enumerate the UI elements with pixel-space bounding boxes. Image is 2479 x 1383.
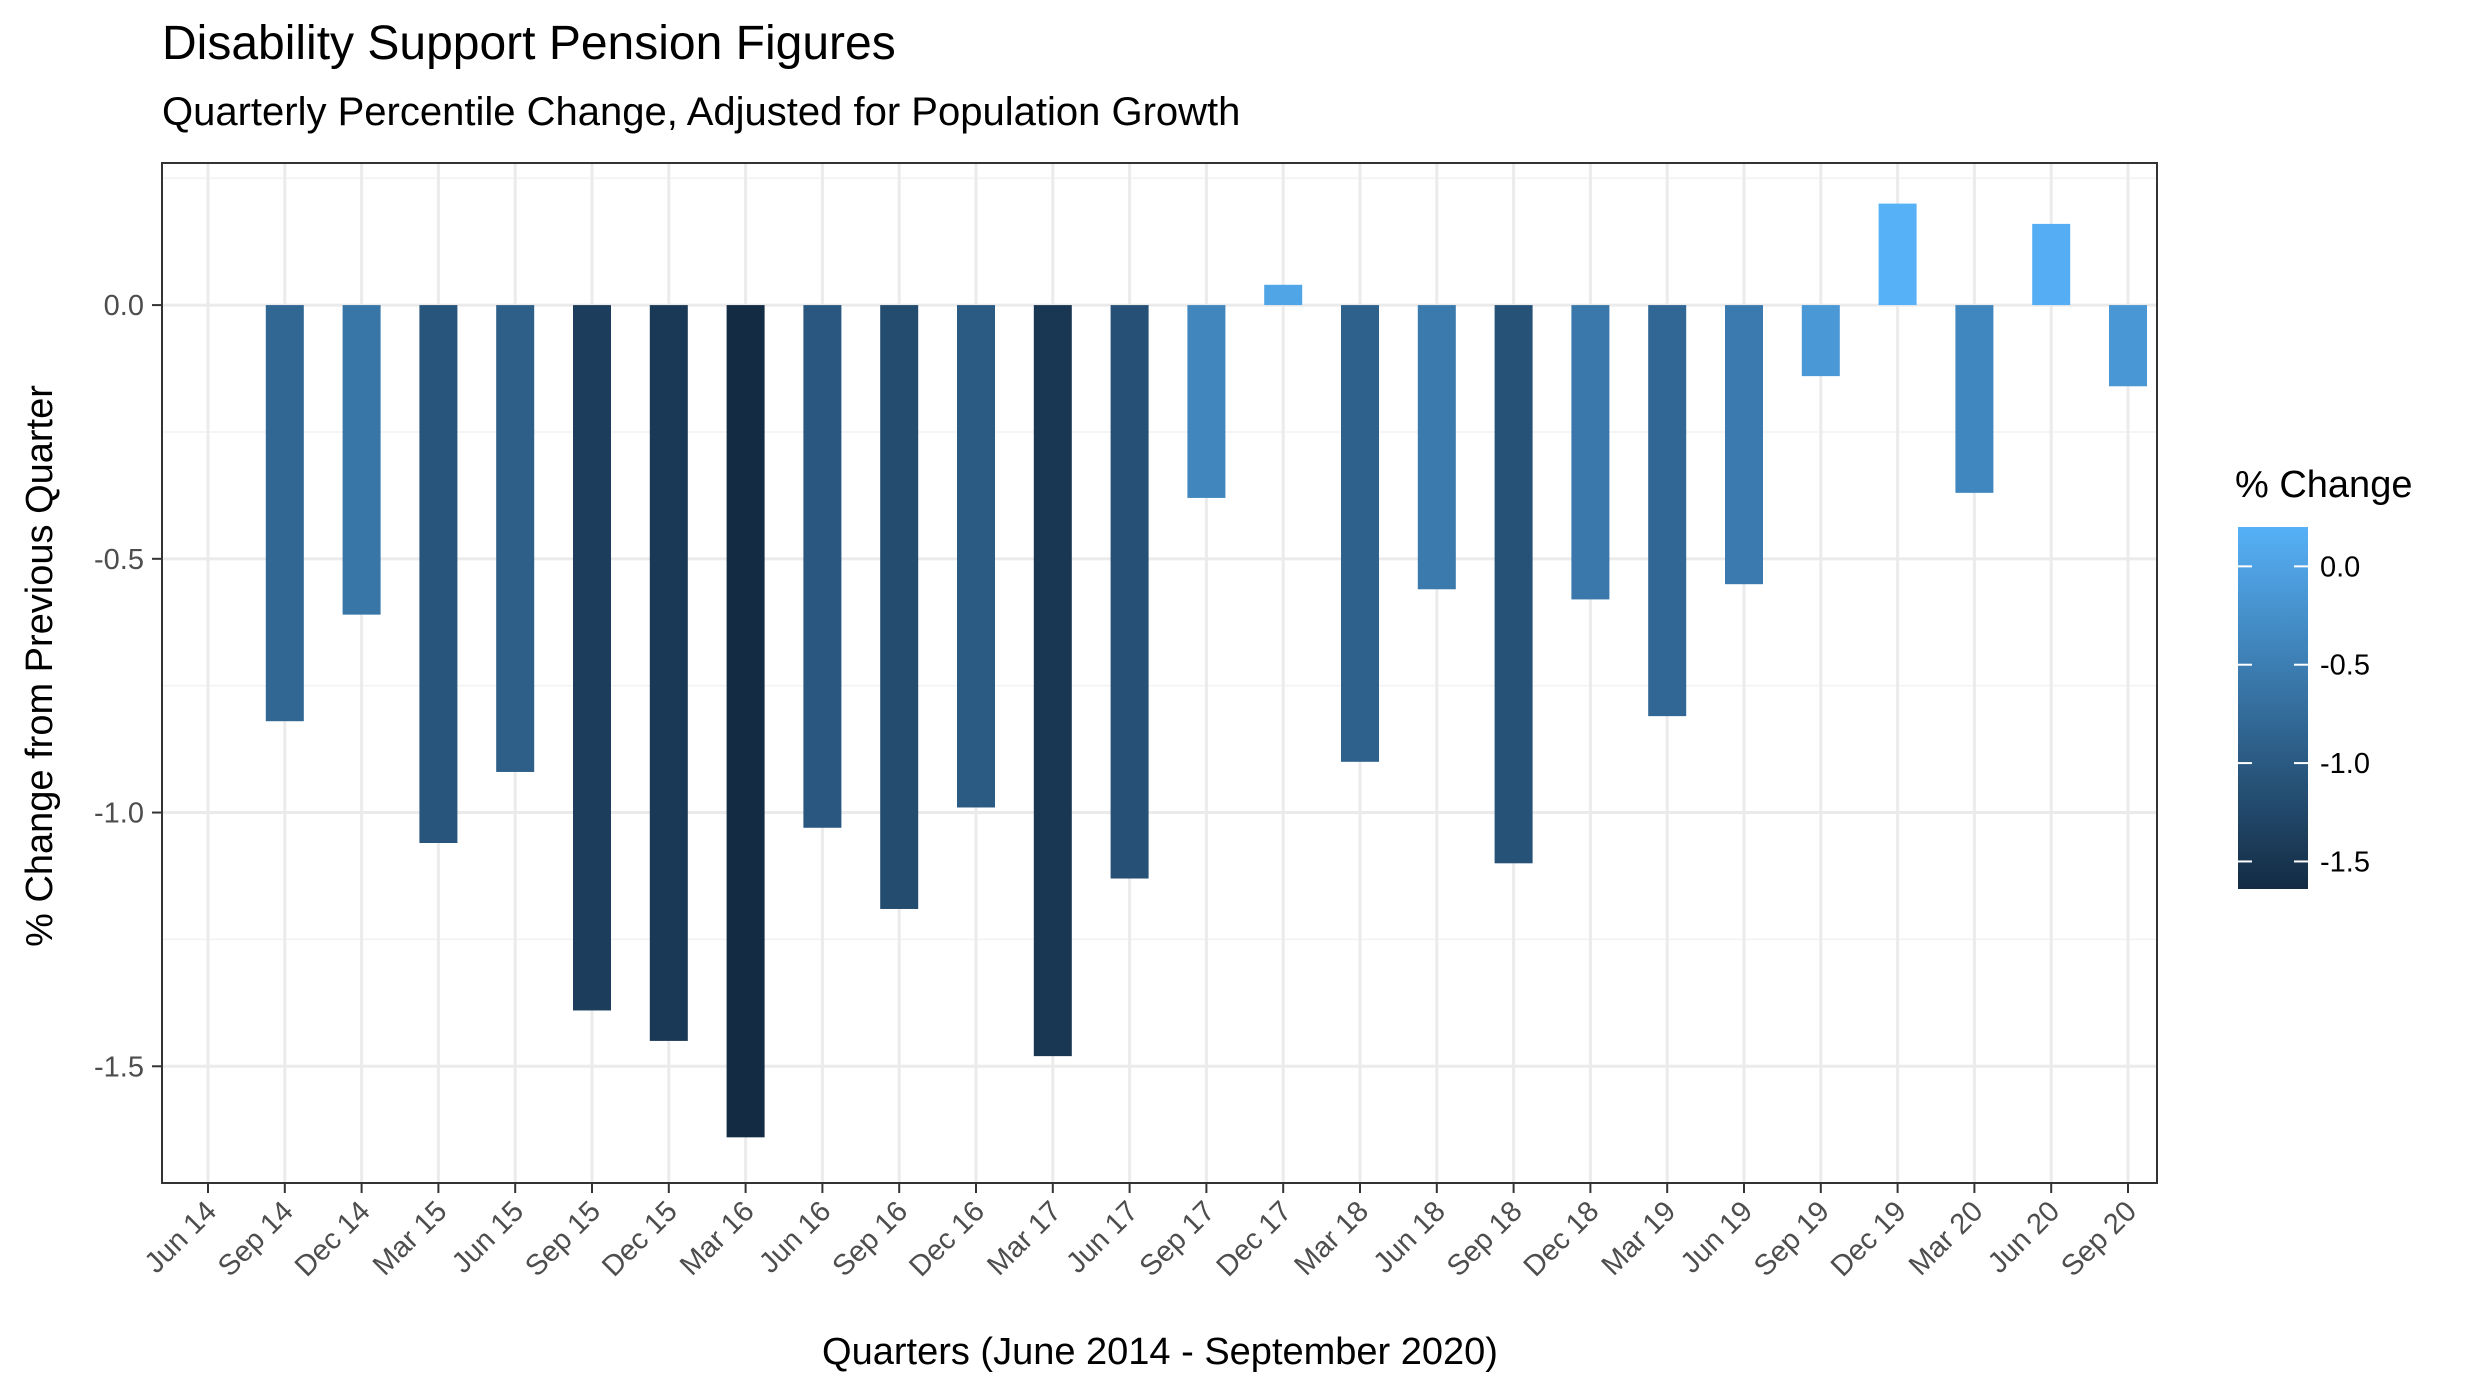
x-tick-label: Sep 16 [827, 1195, 915, 1283]
bar [1033, 305, 1072, 1057]
bar [1801, 305, 1840, 377]
bar [342, 305, 381, 615]
x-axis-title: Quarters (June 2014 - September 2020) [822, 1331, 1498, 1373]
legend-tick-label: 0.0 [2320, 551, 2360, 583]
bar [1264, 284, 1303, 306]
x-tick-label: Jun 14 [139, 1195, 223, 1279]
bar [1878, 203, 1917, 306]
bar [803, 305, 842, 828]
x-tick-label: Dec 15 [596, 1195, 684, 1283]
x-tick-label: Mar 17 [981, 1195, 1067, 1281]
x-tick-label: Sep 19 [1748, 1195, 1836, 1283]
x-tick-label: Sep 14 [212, 1195, 300, 1283]
bars [265, 203, 2147, 1138]
x-tick-label: Jun 18 [1368, 1195, 1452, 1279]
x-tick-label: Jun 15 [446, 1195, 530, 1279]
legend: % Change 0.0 -0.5 -1.0 -1.5 [2235, 464, 2412, 889]
legend-colorbar [2238, 527, 2308, 889]
x-tick-label: Dec 17 [1211, 1195, 1299, 1283]
bar [419, 305, 458, 843]
x-tick-label: Sep 17 [1134, 1195, 1222, 1283]
legend-ticks: 0.0 -0.5 -1.0 -1.5 [2238, 551, 2370, 878]
grid-lines [162, 163, 2157, 1183]
chart-title: Disability Support Pension Figures [162, 17, 896, 70]
bar [1955, 305, 1994, 493]
x-tick-label: Sep 15 [519, 1195, 607, 1283]
chart-subtitle: Quarterly Percentile Change, Adjusted fo… [162, 90, 1241, 134]
bar [2032, 223, 2071, 306]
x-tick-label: Mar 16 [674, 1195, 760, 1281]
y-tick-label: -1.5 [94, 1051, 144, 1083]
bar [1110, 305, 1149, 879]
legend-tick-label: -1.5 [2320, 846, 2370, 878]
y-tick-label: 0.0 [104, 290, 144, 322]
y-tick-label: -0.5 [94, 544, 144, 576]
bar [726, 305, 765, 1138]
plot-panel-border [161, 162, 2158, 1184]
bar [2109, 305, 2147, 387]
x-tick-label: Jun 16 [753, 1195, 837, 1279]
legend-title: % Change [2235, 464, 2412, 506]
x-tick-label: Sep 18 [1441, 1195, 1529, 1283]
x-tick-label: Sep 20 [2055, 1195, 2143, 1283]
x-tick-label: Mar 18 [1288, 1195, 1374, 1281]
bar [265, 305, 304, 722]
x-tick-label: Jun 17 [1060, 1195, 1144, 1279]
x-tick-label: Jun 20 [1982, 1195, 2066, 1279]
bar [573, 305, 611, 1011]
bar [880, 305, 919, 909]
x-tick-label: Dec 14 [289, 1195, 377, 1283]
y-axis: 0.0 -0.5 -1.0 -1.5 [94, 290, 162, 1083]
y-axis-title: % Change from Previous Quarter [19, 385, 61, 947]
bar [1571, 305, 1610, 600]
x-tick-label: Mar 19 [1596, 1195, 1682, 1281]
bar [1494, 305, 1533, 864]
bar [649, 305, 688, 1041]
bar [1725, 305, 1763, 585]
x-tick-label: Dec 16 [903, 1195, 991, 1283]
bar [957, 305, 995, 808]
bar [1341, 305, 1379, 762]
x-tick-label: Dec 18 [1518, 1195, 1606, 1283]
bar [1417, 305, 1456, 590]
y-tick-label: -1.0 [94, 798, 144, 830]
x-tick-label: Mar 20 [1903, 1195, 1989, 1281]
bar [1648, 305, 1687, 717]
legend-tick-label: -0.5 [2320, 650, 2370, 682]
x-tick-label: Dec 19 [1825, 1195, 1913, 1283]
x-tick-label: Mar 15 [367, 1195, 453, 1281]
bar [1187, 305, 1226, 498]
x-tick-label: Jun 19 [1675, 1195, 1759, 1279]
bar [496, 305, 535, 772]
legend-tick-label: -1.0 [2320, 748, 2370, 780]
